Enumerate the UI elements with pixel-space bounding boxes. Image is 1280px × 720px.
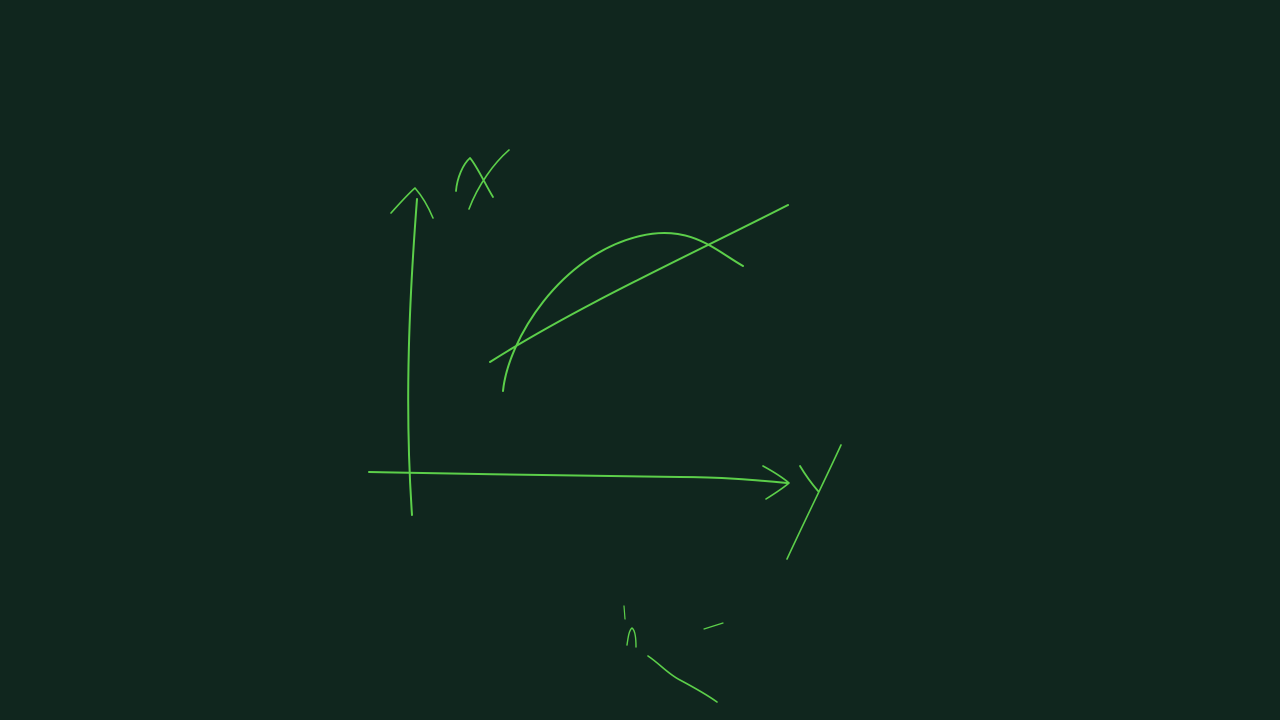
label-y-long-stroke — [786, 444, 842, 560]
label-x-right-stroke — [468, 149, 510, 210]
scribble-dash — [703, 622, 724, 630]
vertical-axis — [390, 187, 434, 516]
vertical-axis-arrowhead — [390, 187, 434, 219]
scribble-wave — [647, 655, 718, 703]
bottom-scribbles — [623, 605, 724, 703]
scribble-n-mark — [626, 627, 637, 648]
horizontal-axis-arrowhead — [762, 465, 790, 500]
scribble-tick — [623, 605, 626, 620]
horizontal-axis — [368, 465, 790, 500]
horizontal-axis-label: y — [786, 444, 842, 560]
horizontal-axis-line — [368, 471, 788, 484]
label-x-left-stroke — [455, 157, 494, 198]
concave-curve — [502, 231, 744, 392]
vertical-axis-label: x — [455, 149, 510, 210]
label-y-short-stroke — [799, 465, 819, 492]
straight-line — [489, 204, 789, 363]
vertical-axis-line — [407, 198, 418, 516]
